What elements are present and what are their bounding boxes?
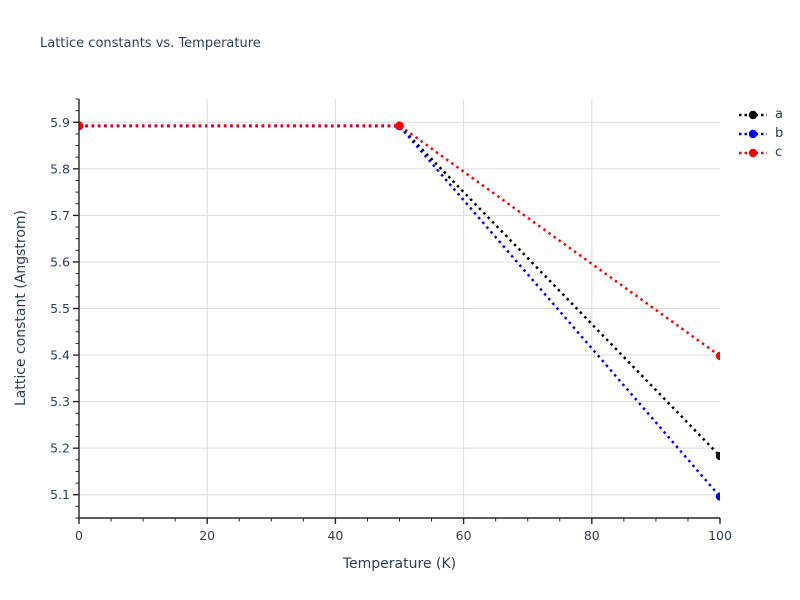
data-series — [79, 121, 720, 501]
x-tick-label: 80 — [584, 528, 600, 543]
y-tick-label: 5.5 — [50, 301, 70, 316]
x-axis-label: Temperature (K) — [342, 556, 457, 572]
marker-c — [715, 351, 720, 361]
chart-title: Lattice constants vs. Temperature — [40, 36, 261, 51]
marker-b — [715, 492, 720, 501]
legend-sample-c — [739, 148, 767, 157]
x-tick-label: 20 — [199, 528, 215, 543]
y-tick-label: 5.1 — [50, 487, 70, 502]
legend-item-b: b — [738, 124, 783, 143]
legend-item-a: a — [738, 105, 783, 124]
legend-sample-a — [739, 110, 767, 119]
marker-c — [79, 121, 84, 130]
x-tick-label: 0 — [75, 528, 83, 543]
legend-sample-b — [739, 129, 767, 138]
y-tick-label: 5.6 — [50, 254, 70, 269]
series-line-b — [79, 124, 720, 498]
gridlines — [79, 99, 720, 518]
x-tick-label: 100 — [708, 528, 732, 543]
y-tick-label: 5.3 — [50, 394, 70, 409]
series-line-a — [79, 124, 720, 457]
y-axis-label: Lattice constant (Angstrom) — [13, 209, 29, 407]
legend-label-b: b — [775, 126, 784, 141]
axes: 0 20 40 60 80 100 5.1 5.2 5.3 5.4 5.5 5.6 5.7 5.8 5.9 — [50, 98, 732, 543]
y-tick-label: 5.9 — [50, 115, 70, 130]
series-line-c — [79, 124, 720, 358]
y-tick-label: 5.4 — [50, 348, 70, 363]
legend-label-a: a — [775, 107, 783, 122]
marker-c — [395, 121, 404, 130]
y-tick-label: 5.2 — [50, 441, 70, 456]
legend-item-c: c — [738, 143, 783, 162]
y-tick-label: 5.8 — [50, 161, 70, 176]
marker-a — [715, 451, 720, 461]
legend-label-c: c — [775, 145, 783, 160]
y-tick-label: 5.7 — [50, 208, 70, 223]
x-tick-label: 40 — [327, 528, 343, 543]
x-tick-label: 60 — [456, 528, 472, 543]
